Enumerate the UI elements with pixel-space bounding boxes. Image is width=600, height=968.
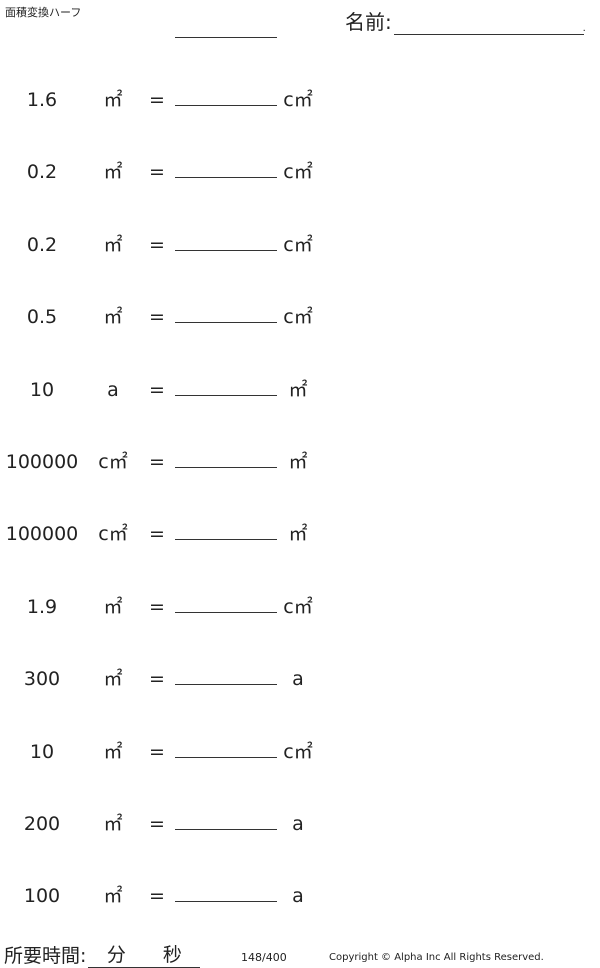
time-taken: 所要時間: 分 秒 — [4, 940, 201, 968]
equals-sign: = — [149, 89, 165, 111]
from-unit: c㎡ — [98, 523, 128, 546]
problem-row: 1.6 ㎡ = c㎡ — [0, 85, 600, 115]
problem-value: 0.2 — [26, 161, 58, 184]
from-unit: ㎡ — [103, 668, 123, 691]
equals-sign: = — [149, 885, 165, 908]
from-unit: ㎡ — [103, 161, 123, 184]
from-unit: ㎡ — [103, 813, 123, 835]
from-unit: ㎡ — [103, 306, 123, 329]
equals-sign: = — [149, 233, 165, 256]
equals-sign: = — [149, 668, 165, 691]
equals-sign: = — [149, 740, 165, 763]
answer-blank[interactable] — [175, 881, 277, 903]
copyright: Copyright © Alpha Inc All Rights Reserve… — [329, 952, 544, 963]
answer-blank[interactable] — [175, 230, 277, 251]
answer-blank[interactable] — [175, 519, 277, 541]
worksheet-title: 面積変換ハーフ — [5, 6, 82, 19]
name-field: 名前: . — [345, 6, 586, 35]
answer-blank[interactable] — [175, 157, 277, 179]
problem-row: 100000 c㎡ = ㎡ — [0, 447, 600, 477]
answer-blank[interactable] — [175, 592, 277, 613]
equals-sign: = — [149, 523, 165, 546]
answer-blank[interactable] — [175, 737, 277, 758]
answer-blank[interactable] — [175, 302, 277, 324]
problem-row: 10 ㎡ = c㎡ — [0, 737, 600, 767]
from-unit: ㎡ — [103, 885, 123, 908]
time-label: 所要時間: — [4, 945, 87, 967]
equals-sign: = — [149, 161, 165, 184]
to-unit: a — [292, 885, 304, 908]
answer-blank[interactable] — [175, 447, 277, 468]
to-unit: a — [292, 668, 304, 691]
equals-sign: = — [149, 813, 165, 835]
problem-value: 100000 — [5, 451, 79, 473]
equals-sign: = — [149, 595, 165, 618]
to-unit: ㎡ — [288, 451, 308, 473]
equals-sign: = — [149, 451, 165, 473]
problem-row: 0.2 ㎡ = c㎡ — [0, 230, 600, 260]
problem-value: 300 — [23, 668, 61, 691]
name-input-line[interactable]: . — [393, 14, 586, 35]
to-unit: a — [292, 813, 304, 835]
problem-row: 100 ㎡ = a — [0, 881, 600, 911]
problem-row: 100000 c㎡ = ㎡ — [0, 519, 600, 549]
page-number: 148/400 — [241, 951, 287, 964]
to-unit: c㎡ — [283, 233, 313, 256]
name-label: 名前: — [345, 10, 392, 34]
problem-value: 1.9 — [26, 595, 58, 618]
to-unit: c㎡ — [283, 595, 313, 618]
to-unit: ㎡ — [288, 378, 308, 401]
to-unit: c㎡ — [283, 161, 313, 184]
answer-blank[interactable] — [175, 85, 277, 106]
from-unit: c㎡ — [98, 451, 128, 473]
problem-row: 10 a = ㎡ — [0, 375, 600, 405]
problem-value: 10 — [29, 378, 55, 401]
answer-blank[interactable] — [175, 809, 277, 830]
to-unit: c㎡ — [283, 740, 313, 763]
from-unit: ㎡ — [103, 595, 123, 618]
answer-blank[interactable] — [175, 375, 277, 396]
from-unit: a — [107, 378, 119, 401]
problem-value: 10 — [29, 740, 55, 763]
problem-value: 0.2 — [26, 233, 58, 256]
to-unit: c㎡ — [283, 89, 313, 111]
answer-blank[interactable] — [175, 664, 277, 686]
from-unit: ㎡ — [103, 89, 123, 111]
to-unit: c㎡ — [283, 306, 313, 329]
problem-value: 1.6 — [26, 89, 58, 111]
problem-row: 300 ㎡ = a — [0, 664, 600, 694]
problem-value: 100 — [23, 885, 61, 908]
problem-value: 100000 — [5, 523, 79, 546]
from-unit: ㎡ — [103, 740, 123, 763]
name-end-dot: . — [582, 23, 586, 34]
problem-row: 0.5 ㎡ = c㎡ — [0, 302, 600, 332]
problem-value: 200 — [23, 813, 61, 835]
problem-row: 1.9 ㎡ = c㎡ — [0, 592, 600, 622]
equals-sign: = — [149, 306, 165, 329]
equals-sign: = — [149, 378, 165, 401]
problem-value: 0.5 — [26, 306, 58, 329]
top-answer-line[interactable] — [175, 37, 277, 38]
problem-row: 0.2 ㎡ = c㎡ — [0, 157, 600, 187]
problem-row: 200 ㎡ = a — [0, 809, 600, 839]
to-unit: ㎡ — [288, 523, 308, 546]
minutes-label: 分 — [106, 944, 126, 966]
seconds-label: 秒 — [162, 944, 182, 966]
from-unit: ㎡ — [103, 233, 123, 256]
time-input-line[interactable]: 分 秒 — [88, 940, 201, 968]
